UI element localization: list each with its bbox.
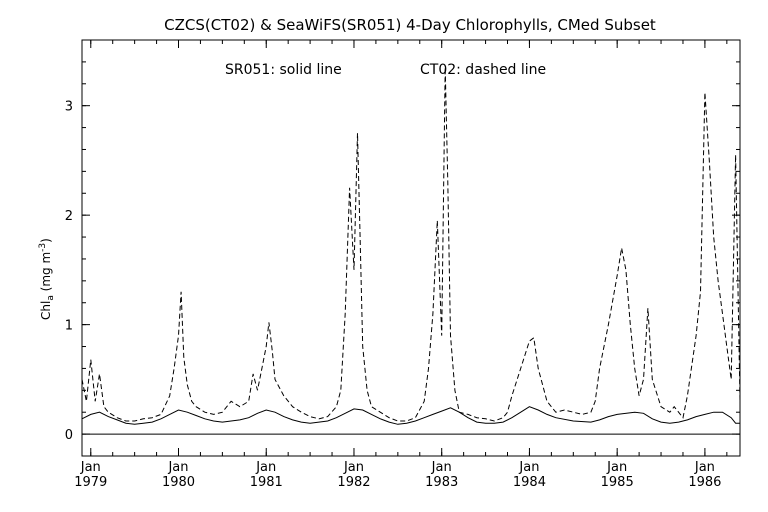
annotation-solid: SR051: solid line	[225, 62, 342, 78]
y-tick-label: 1	[65, 319, 73, 334]
x-tick-month-label: Jan	[431, 460, 452, 475]
x-tick-year-label: 1983	[425, 475, 458, 490]
x-tick-year-label: 1980	[162, 475, 195, 490]
series-line-ct02	[81, 67, 741, 422]
x-tick-month-label: Jan	[343, 460, 364, 475]
y-axis-label: Chla (mg m-3)	[38, 238, 56, 320]
x-tick-year-label: 1984	[513, 475, 546, 490]
plot-axes: 0123Jan1979Jan1980Jan1981Jan1982Jan1983J…	[65, 39, 741, 490]
series-line-sr051	[81, 406, 740, 425]
x-tick-month-label: Jan	[255, 460, 276, 475]
x-tick-year-label: 1985	[601, 475, 634, 490]
series-layer	[81, 67, 741, 425]
x-tick-year-label: 1979	[74, 475, 107, 490]
y-tick-label: 0	[65, 428, 73, 443]
annotation-dashed: CT02: dashed line	[420, 62, 546, 78]
x-tick-month-label: Jan	[694, 460, 715, 475]
chart-title: CZCS(CT02) & SeaWiFS(SR051) 4-Day Chloro…	[164, 16, 656, 34]
x-tick-month-label: Jan	[80, 460, 101, 475]
x-tick-year-label: 1981	[250, 475, 283, 490]
y-tick-label: 2	[65, 209, 73, 224]
plot-frame	[81, 39, 741, 457]
x-tick-year-label: 1982	[337, 475, 370, 490]
x-tick-month-label: Jan	[518, 460, 539, 475]
y-tick-label: 3	[65, 100, 73, 115]
x-tick-year-label: 1986	[688, 475, 721, 490]
x-tick-month-label: Jan	[167, 460, 188, 475]
x-tick-month-label: Jan	[606, 460, 627, 475]
